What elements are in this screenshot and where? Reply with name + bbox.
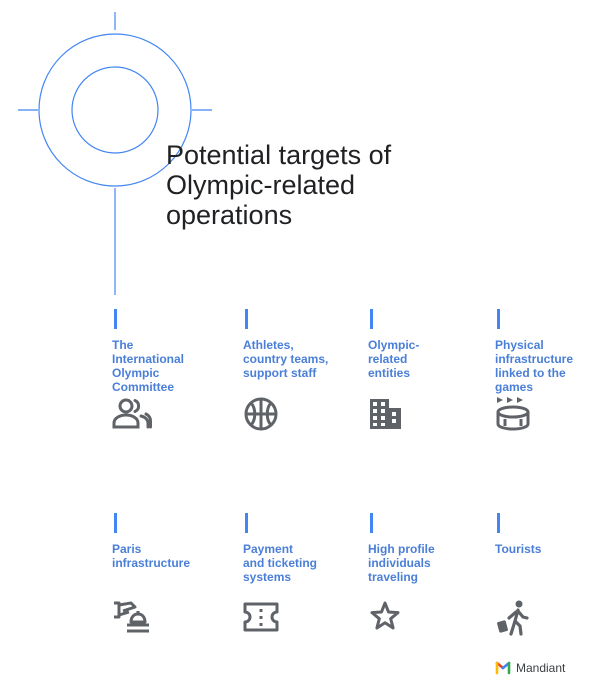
- target-label: Paris infrastructure: [112, 542, 230, 570]
- label-line: individuals: [368, 556, 431, 570]
- label-line: International: [112, 352, 185, 366]
- star-icon: [368, 598, 408, 638]
- label-line: related: [368, 352, 408, 366]
- accent-bar: [245, 309, 248, 329]
- target-label: Physical infrastructure linked to the ga…: [495, 338, 600, 394]
- label-line: linked to the: [495, 366, 566, 380]
- label-line: traveling: [368, 570, 419, 584]
- label-line: Olympic: [112, 366, 160, 380]
- inner-circle: [71, 66, 159, 154]
- stadium-icon: [495, 394, 535, 434]
- label-line: Tourists: [495, 542, 542, 556]
- label-line: The: [112, 338, 134, 352]
- label-line: games: [495, 380, 534, 394]
- label-line: High profile: [368, 542, 435, 556]
- building-icon: [368, 394, 408, 434]
- ticket-icon: [243, 598, 283, 638]
- accent-bar: [245, 513, 248, 533]
- accent-bar: [114, 309, 117, 329]
- group-icon: [112, 394, 152, 434]
- label-line: systems: [243, 570, 292, 584]
- title-line: Olympic-related: [166, 170, 356, 200]
- label-line: infrastructure: [112, 556, 191, 570]
- label-line: country teams,: [243, 352, 329, 366]
- basketball-icon: [243, 394, 283, 434]
- label-line: Committee: [112, 380, 175, 394]
- page-title: Potential targets of Olympic-related ope…: [166, 140, 506, 230]
- label-line: Olympic-: [368, 338, 420, 352]
- label-line: Athletes,: [243, 338, 294, 352]
- mandiant-logo-icon: [495, 661, 511, 675]
- accent-bar: [497, 513, 500, 533]
- label-line: Physical: [495, 338, 544, 352]
- label-line: Payment: [243, 542, 294, 556]
- label-line: and ticketing: [243, 556, 318, 570]
- label-line: support staff: [243, 366, 317, 380]
- brand-logo: Mandiant: [495, 659, 565, 677]
- title-line: Potential targets of: [166, 140, 392, 170]
- accent-bar: [370, 513, 373, 533]
- brand-name: Mandiant: [516, 661, 566, 675]
- target-label: Athletes, country teams, support staff: [243, 338, 361, 380]
- accent-bar: [114, 513, 117, 533]
- accent-bar: [370, 309, 373, 329]
- target-label: The International Olympic Committee: [112, 338, 230, 394]
- hand-bell-icon: [112, 598, 152, 638]
- traveler-icon: [495, 598, 535, 638]
- label-line: entities: [368, 366, 411, 380]
- title-line: operations: [166, 200, 293, 230]
- label-line: infrastructure: [495, 352, 574, 366]
- target-label: High profile individuals traveling: [368, 542, 486, 584]
- accent-bar: [497, 309, 500, 329]
- target-label: Tourists: [495, 542, 600, 556]
- label-line: Paris: [112, 542, 142, 556]
- target-label: Payment and ticketing systems: [243, 542, 361, 584]
- target-label: Olympic- related entities: [368, 338, 486, 380]
- outer-circle: [38, 33, 192, 187]
